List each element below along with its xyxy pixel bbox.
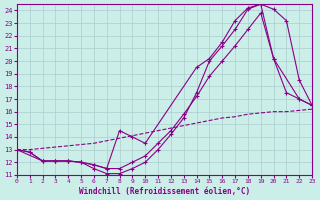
X-axis label: Windchill (Refroidissement éolien,°C): Windchill (Refroidissement éolien,°C) (79, 187, 250, 196)
